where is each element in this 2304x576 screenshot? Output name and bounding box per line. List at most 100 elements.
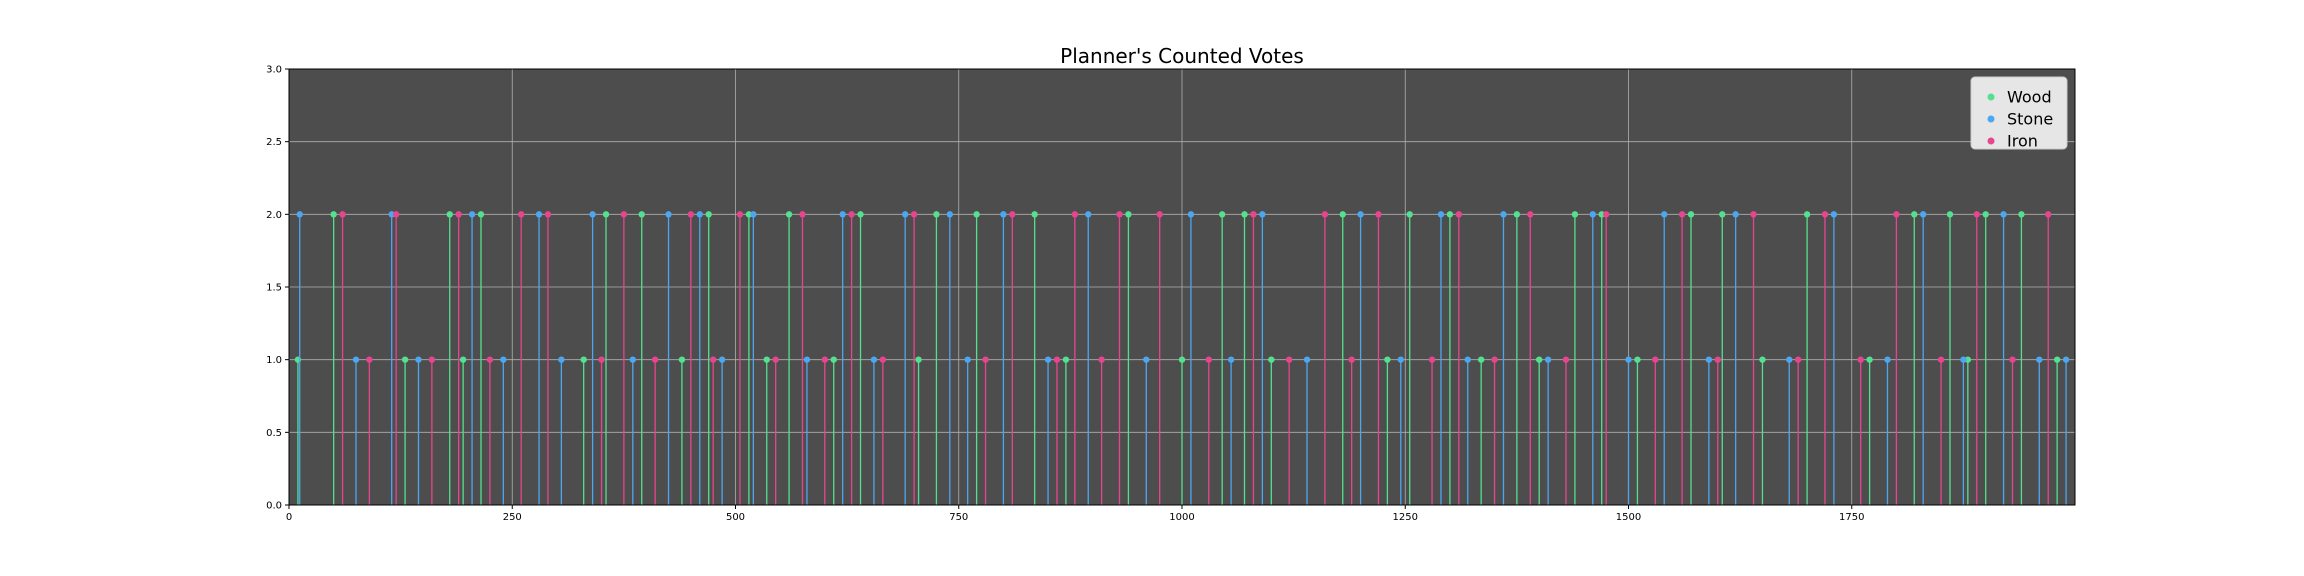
data-point <box>1602 211 1610 218</box>
data-point <box>763 356 770 363</box>
data-point <box>785 211 793 218</box>
data-point <box>1491 356 1498 363</box>
data-point <box>745 211 753 218</box>
data-point <box>803 356 811 363</box>
data-point <box>1205 356 1212 363</box>
data-point <box>1732 211 1739 218</box>
data-point <box>1527 211 1534 218</box>
data-point <box>678 356 686 363</box>
data-point <box>486 356 494 363</box>
data-point <box>1678 211 1686 218</box>
data-point <box>2000 211 2007 218</box>
data-point <box>415 356 422 363</box>
y-tick-label: 2.5 <box>266 137 282 148</box>
legend-marker <box>1987 115 1995 123</box>
data-point <box>1634 356 1641 363</box>
data-point <box>1544 356 1552 363</box>
data-point <box>1661 211 1668 218</box>
data-point <box>392 211 400 218</box>
data-point <box>857 211 864 218</box>
data-point <box>1348 356 1355 363</box>
data-point <box>1893 211 1900 218</box>
data-point <box>1285 356 1293 363</box>
y-tick-label: 0.0 <box>266 501 282 512</box>
data-point <box>535 211 543 218</box>
data-point <box>736 211 744 218</box>
axis-ticks: 0 250 500 750 1000 1250 1500 1750 0.0 0.5 1.0 1.5 2.… <box>266 65 1864 524</box>
data-point <box>1500 211 1507 218</box>
data-point <box>589 211 596 218</box>
data-point <box>468 211 476 218</box>
y-tick-label: 3.0 <box>266 65 282 76</box>
data-point <box>821 356 828 363</box>
data-point <box>1973 211 1980 218</box>
data-point <box>428 356 436 363</box>
series-wood <box>294 211 2061 505</box>
x-tick-label: 250 <box>503 512 522 523</box>
data-point <box>638 211 645 218</box>
data-point <box>839 211 846 218</box>
data-point <box>1116 211 1123 218</box>
data-point <box>1455 211 1463 218</box>
y-tick-label: 0.5 <box>266 428 282 439</box>
data-point <box>982 356 989 363</box>
data-point <box>1786 356 1793 363</box>
data-point <box>1053 356 1061 363</box>
data-point <box>1303 356 1311 363</box>
data-point <box>1031 211 1038 218</box>
data-point <box>544 211 552 218</box>
data-point <box>1446 211 1454 218</box>
chart-title: Planner's Counted Votes <box>1060 44 1304 68</box>
data-point <box>330 211 337 218</box>
data-point <box>1884 356 1891 363</box>
x-tick-label: 500 <box>726 512 745 523</box>
data-point <box>580 356 587 363</box>
x-tick-label: 1750 <box>1839 512 1864 523</box>
data-point <box>709 356 717 363</box>
data-point <box>2036 356 2043 363</box>
data-point <box>620 211 628 218</box>
data-point <box>1250 211 1257 218</box>
data-point <box>1397 356 1404 363</box>
data-point <box>1571 211 1579 218</box>
data-point <box>446 211 453 218</box>
legend-marker <box>1987 137 1995 145</box>
data-point <box>910 211 918 218</box>
data-point <box>1357 211 1364 218</box>
data-point <box>1919 211 1927 218</box>
series-iron <box>339 211 2052 505</box>
data-point <box>1982 211 1989 218</box>
legend-box <box>1970 76 2068 150</box>
data-point <box>705 211 712 218</box>
data-point <box>1268 356 1275 363</box>
data-point <box>1143 356 1150 363</box>
data-point <box>1687 211 1695 218</box>
x-tick-label: 0 <box>286 512 292 523</box>
data-point <box>1960 356 1967 363</box>
data-point <box>1259 211 1266 218</box>
data-point <box>1866 356 1873 363</box>
x-tick-label: 1500 <box>1616 512 1641 523</box>
data-point <box>687 211 695 218</box>
data-point <box>879 356 887 363</box>
data-point <box>1428 356 1436 363</box>
data-point <box>1098 356 1105 363</box>
data-point <box>477 211 485 218</box>
data-point <box>1000 211 1007 218</box>
data-point <box>1339 211 1346 218</box>
data-point <box>1513 211 1521 218</box>
data-point <box>848 211 855 218</box>
data-point <box>1803 211 1811 218</box>
y-tick-label: 1.0 <box>266 355 282 366</box>
data-point <box>830 356 837 363</box>
data-point <box>1714 356 1722 363</box>
data-point <box>1125 211 1132 218</box>
data-point <box>517 211 525 218</box>
data-point <box>1437 211 1445 218</box>
x-tick-label: 750 <box>949 512 968 523</box>
data-point <box>1750 211 1757 218</box>
data-point <box>901 211 909 218</box>
data-point <box>1964 356 1972 363</box>
data-point <box>1321 211 1329 218</box>
